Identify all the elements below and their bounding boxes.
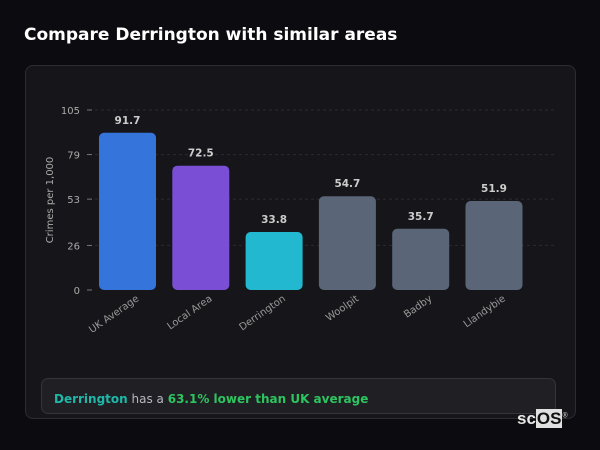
x-tick-label: Derrington <box>237 293 287 333</box>
y-tick-label: 53 <box>67 195 80 206</box>
data-label: 33.8 <box>261 214 287 226</box>
bar-llandybie <box>465 201 523 290</box>
bar-uk-average <box>99 132 156 290</box>
data-label: 54.7 <box>334 178 360 190</box>
data-label: 51.9 <box>481 183 507 195</box>
data-label: 91.7 <box>115 115 141 127</box>
bar-derrington <box>245 232 303 290</box>
x-tick-label: Badby <box>402 293 434 320</box>
scos-logo: scOS® <box>517 409 568 428</box>
summary-comparison: 63.1% lower than UK average <box>167 392 369 406</box>
bar-local-area <box>172 165 230 290</box>
data-label: 72.5 <box>188 148 214 160</box>
x-tick-label: Local Area <box>166 293 215 332</box>
bar-woolpit <box>318 196 376 290</box>
page-title: Compare Derrington with similar areas <box>24 25 398 45</box>
y-axis-label: Crimes per 1,000 <box>45 157 56 244</box>
x-tick-label: Woolpit <box>324 293 361 323</box>
data-label: 35.7 <box>408 211 434 223</box>
y-tick-label: 79 <box>67 151 80 162</box>
bar-badby <box>392 228 450 290</box>
y-tick-label: 26 <box>67 241 80 252</box>
x-tick-label: Llandybie <box>462 293 508 330</box>
summary-middle: has a <box>127 392 168 406</box>
x-tick-label: UK Average <box>87 293 141 335</box>
y-tick-label: 0 <box>74 286 80 297</box>
summary-box: Derrington has a 63.1% lower than UK ave… <box>41 378 556 414</box>
y-tick-label: 105 <box>61 106 80 117</box>
summary-area: Derrington <box>54 392 128 406</box>
